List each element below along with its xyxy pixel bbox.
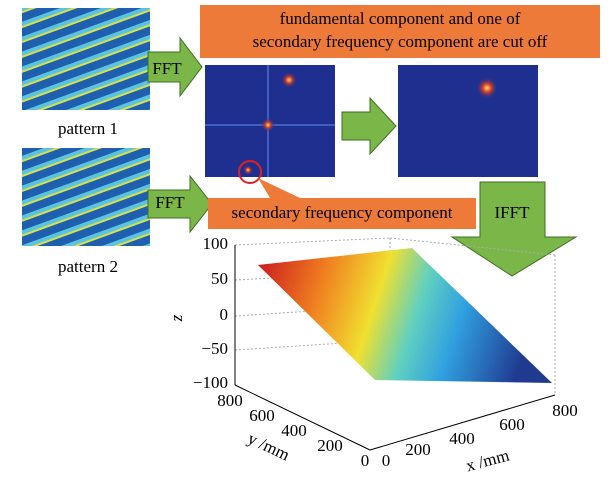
arrow-label: FFT <box>152 59 182 78</box>
z-tick-label: 100 <box>203 234 229 253</box>
z-tick-label: −100 <box>193 373 228 392</box>
y-tick-label: 200 <box>317 436 343 455</box>
figure: pattern 1 pattern 2 FFT FFT fundamental … <box>0 0 615 477</box>
spectrum-image <box>398 65 538 177</box>
x-axis-label: x /mm <box>464 446 511 476</box>
x-tick-label: 400 <box>449 429 475 448</box>
pattern-label: pattern 2 <box>58 257 118 276</box>
x-tick-label: 0 <box>382 451 391 470</box>
y-tick-label: 400 <box>281 421 307 440</box>
callout-text: secondary frequency component <box>232 203 453 222</box>
pattern-image <box>22 148 150 246</box>
z-tick-label: 0 <box>220 305 229 324</box>
callout-text: secondary frequency component are cut of… <box>253 32 548 51</box>
y-tick-label: 0 <box>361 451 370 470</box>
x-tick-label: 800 <box>552 401 578 420</box>
z-tick-label: 50 <box>211 269 228 288</box>
spectrum-peak <box>243 165 253 175</box>
spectrum-peak <box>476 77 498 99</box>
z-tick-label: −50 <box>201 339 228 358</box>
z-axis-label: z <box>167 314 186 322</box>
arrow-label: IFFT <box>495 203 531 222</box>
arrow <box>342 98 396 154</box>
callout-text: fundamental component and one of <box>280 9 521 28</box>
pattern-image <box>22 8 150 110</box>
x-tick-label: 200 <box>405 440 431 459</box>
spectrum-peak <box>261 118 275 132</box>
x-tick-label: 600 <box>499 415 525 434</box>
spectrum-peak <box>281 72 297 88</box>
pattern-label: pattern 1 <box>58 119 118 138</box>
y-tick-label: 800 <box>217 391 243 410</box>
y-tick-label: 600 <box>249 406 275 425</box>
arrow-label: FFT <box>155 193 185 212</box>
